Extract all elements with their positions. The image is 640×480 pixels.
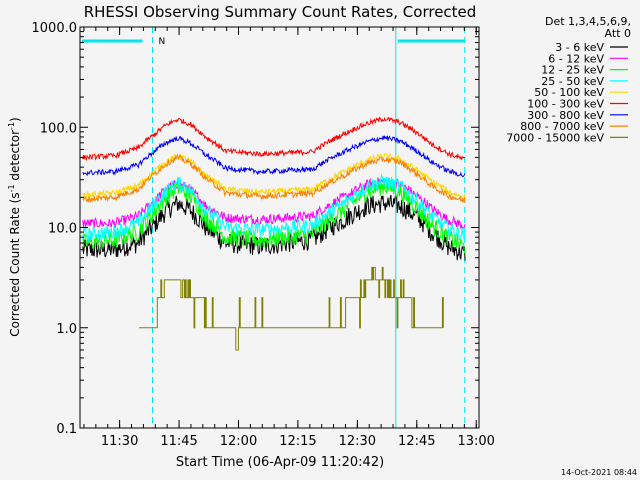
legend-header-line2: Att 0 bbox=[605, 27, 631, 40]
x-tick-label: 12:45 bbox=[398, 434, 435, 449]
y-tick-label: 0.1 bbox=[56, 422, 77, 437]
y-tick-label: 100.0 bbox=[40, 121, 77, 136]
legend-label: 300 - 800 keV bbox=[527, 109, 604, 122]
series-line-0 bbox=[82, 194, 466, 261]
footer-date: 14-Oct-2021 08:44 bbox=[561, 468, 637, 477]
legend-label: 6 - 12 keV bbox=[548, 52, 604, 65]
y-axis-ticks: 1000.0 100.0 10.0 1.0 0.1 bbox=[32, 21, 479, 437]
x-tick-label: 12:00 bbox=[220, 434, 257, 449]
night-interval-lines bbox=[79, 27, 466, 428]
y-tick-label: 10.0 bbox=[48, 222, 77, 237]
legend-label: 800 - 7000 keV bbox=[520, 120, 604, 133]
legend-header-line1: Det 1,3,4,5,6,9, bbox=[545, 15, 631, 28]
series-line-3 bbox=[82, 173, 466, 241]
x-tick-label: 11:30 bbox=[101, 434, 138, 449]
y-axis-label: Corrected Count Rate (s-1 detector-1) bbox=[7, 117, 22, 336]
legend-label: 7000 - 15000 keV bbox=[506, 131, 604, 144]
series-lines bbox=[82, 116, 466, 351]
legend-label: 3 - 6 keV bbox=[555, 41, 604, 54]
series-line-5 bbox=[82, 116, 466, 162]
legend-label: 50 - 100 keV bbox=[534, 86, 604, 99]
y-tick-label: 1000.0 bbox=[32, 21, 78, 36]
x-tick-label: 13:00 bbox=[457, 434, 494, 449]
series-line-7000-15000kev bbox=[139, 266, 444, 351]
x-axis-label: Start Time (06-Apr-09 11:20:42) bbox=[176, 455, 384, 470]
chart-title: RHESSI Observing Summary Count Rates, Co… bbox=[84, 3, 477, 21]
x-tick-label: 11:45 bbox=[160, 434, 197, 449]
night-marker-label: N bbox=[159, 37, 166, 47]
y-tick-label: 1.0 bbox=[56, 322, 77, 337]
x-tick-label: 12:15 bbox=[279, 434, 316, 449]
legend-label: 100 - 300 keV bbox=[527, 98, 604, 111]
x-axis-ticks: 11:30 11:45 12:00 12:15 12:30 12:45 13:00 bbox=[83, 27, 495, 449]
series-line-4 bbox=[82, 152, 466, 202]
legend-label: 25 - 50 keV bbox=[541, 75, 604, 88]
x-tick-label: 12:30 bbox=[339, 434, 376, 449]
series-line-6 bbox=[82, 135, 466, 178]
legend-label: 12 - 25 keV bbox=[541, 64, 604, 77]
series-line-7 bbox=[82, 153, 466, 204]
